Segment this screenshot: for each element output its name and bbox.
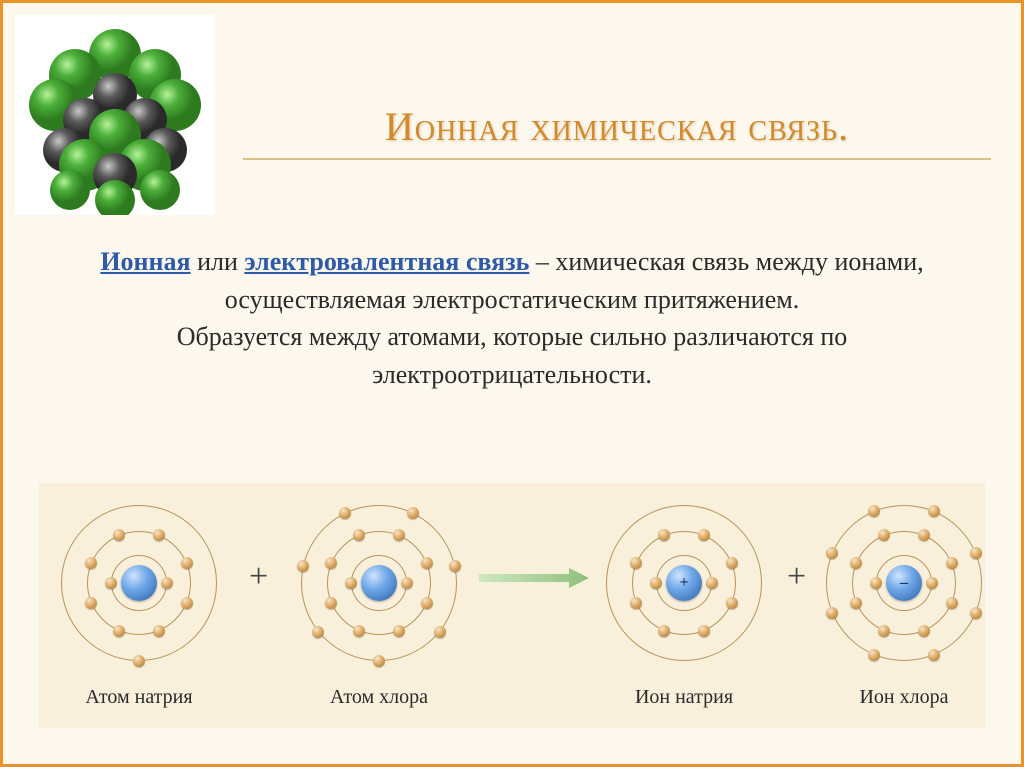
electron (434, 626, 446, 638)
atom-3: – (814, 493, 994, 673)
electron (868, 649, 880, 661)
nucleus (121, 565, 157, 601)
electron (161, 577, 173, 589)
electron (401, 577, 413, 589)
electron (650, 577, 662, 589)
atom-2: + (594, 493, 774, 673)
atom-0 (49, 493, 229, 673)
electron (970, 547, 982, 559)
electron (297, 560, 309, 572)
crystal-lattice-image (15, 15, 215, 215)
electron (726, 597, 738, 609)
atom-label: Ион хлора (814, 686, 994, 709)
electron (826, 547, 838, 559)
electron (926, 577, 938, 589)
title-block: Ионная химическая связь. (243, 103, 991, 160)
electron (325, 557, 337, 569)
electron (630, 597, 642, 609)
electron (345, 577, 357, 589)
electron (153, 625, 165, 637)
electron (393, 625, 405, 637)
atom-label: Атом натрия (49, 686, 229, 709)
atom-1 (289, 493, 469, 673)
reaction-arrow (479, 568, 589, 582)
electron (850, 557, 862, 569)
electron (181, 557, 193, 569)
atom-label: Ион натрия (594, 686, 774, 709)
electron (407, 507, 419, 519)
electron (868, 505, 880, 517)
electron (928, 649, 940, 661)
electron (928, 505, 940, 517)
electron (658, 625, 670, 637)
title-underline (243, 158, 991, 160)
electron (630, 557, 642, 569)
page-title: Ионная химическая связь. (243, 103, 991, 150)
electron (878, 529, 890, 541)
electron (325, 597, 337, 609)
electron (698, 625, 710, 637)
electron (421, 557, 433, 569)
electron (133, 655, 145, 667)
electron (946, 597, 958, 609)
electron (353, 625, 365, 637)
electron (878, 625, 890, 637)
electron (850, 597, 862, 609)
electron (698, 529, 710, 541)
plus-operator: + (787, 558, 806, 596)
nucleus (666, 565, 702, 601)
electron (726, 557, 738, 569)
electron (113, 529, 125, 541)
electron (353, 529, 365, 541)
electron (970, 607, 982, 619)
definition-text: Ионная или электровалентная связь – хими… (63, 243, 961, 394)
plus-operator: + (249, 558, 268, 596)
nucleus (886, 565, 922, 601)
electron (393, 529, 405, 541)
atom-diagram: Атом натрияАтом хлора+Ион натрия–Ион хло… (39, 483, 985, 728)
electron (181, 597, 193, 609)
nucleus (361, 565, 397, 601)
electron (85, 597, 97, 609)
electron (421, 597, 433, 609)
electron (153, 529, 165, 541)
electron (312, 626, 324, 638)
electron (918, 625, 930, 637)
electron (105, 577, 117, 589)
electron (870, 577, 882, 589)
electron (373, 655, 385, 667)
electron (449, 560, 461, 572)
electron (946, 557, 958, 569)
term-ionic: Ионная (100, 247, 190, 276)
electron (658, 529, 670, 541)
electron (113, 625, 125, 637)
electron (85, 557, 97, 569)
electron (826, 607, 838, 619)
electron (918, 529, 930, 541)
term-electrovalent: электровалентная связь (244, 247, 529, 276)
electron (339, 507, 351, 519)
electron (706, 577, 718, 589)
def-mid1: или (191, 247, 245, 276)
atom-label: Атом хлора (289, 686, 469, 709)
def-line2: Образуется между атомами, которые сильно… (63, 318, 961, 393)
